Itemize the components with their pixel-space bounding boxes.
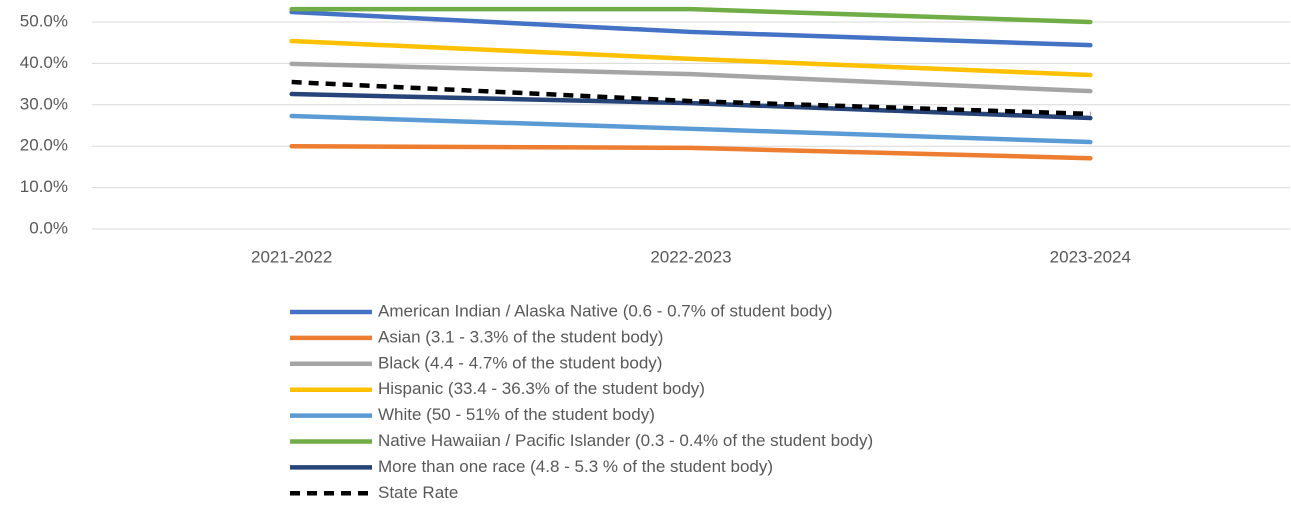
series-line (289, 143, 1093, 161)
series-line (289, 6, 1093, 25)
legend-label: Native Hawaiian / Pacific Islander (0.3 … (378, 431, 873, 450)
y-tick-label: 30.0% (20, 94, 68, 113)
x-tick-label: 2021-2022 (251, 247, 332, 266)
series-line (291, 79, 1091, 117)
y-tick-label: 50.0% (20, 11, 68, 30)
legend-label: State Rate (378, 483, 458, 502)
series-line (289, 61, 1093, 94)
y-tick-label: 0.0% (29, 218, 68, 237)
legend-label: White (50 - 51% of the student body) (378, 405, 655, 424)
legend-label: Asian (3.1 - 3.3% of the student body) (378, 327, 663, 346)
x-tick-label: 2022-2023 (650, 247, 731, 266)
x-tick-label: 2023-2024 (1050, 247, 1131, 266)
legend-label: American Indian / Alaska Native (0.6 - 0… (378, 301, 833, 320)
y-tick-label: 40.0% (20, 53, 68, 72)
series-line (289, 91, 1093, 121)
series-line (289, 38, 1093, 78)
series-line (289, 9, 1093, 48)
y-tick-label: 20.0% (20, 136, 68, 155)
legend-label: More than one race (4.8 - 5.3 % of the s… (378, 457, 773, 476)
y-tick-label: 10.0% (20, 177, 68, 196)
series-line (289, 113, 1093, 145)
legend-label: Black (4.4 - 4.7% of the student body) (378, 353, 662, 372)
legend-label: Hispanic (33.4 - 36.3% of the student bo… (378, 379, 705, 398)
